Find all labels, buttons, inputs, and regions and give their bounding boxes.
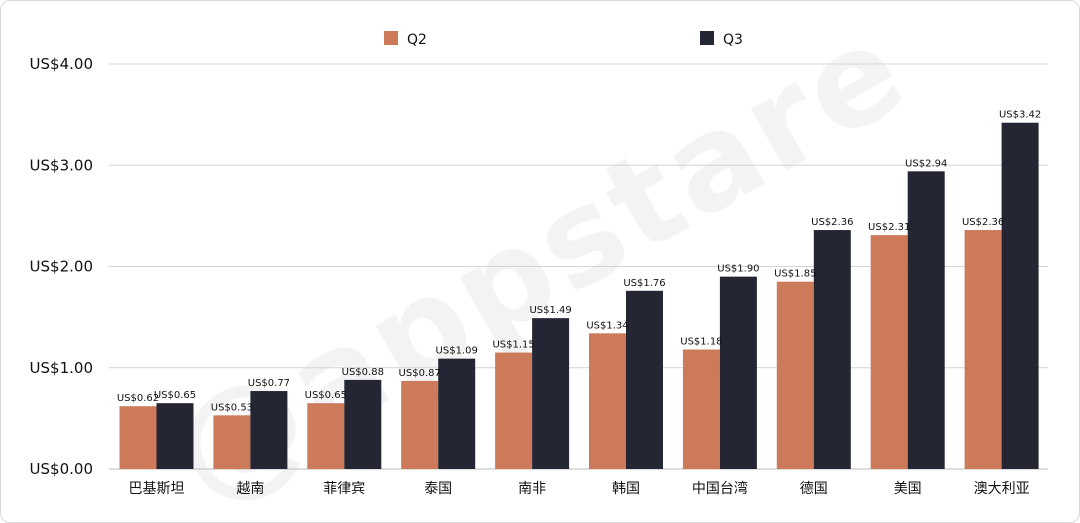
data-label: US$0.88 <box>342 367 384 378</box>
bar-q3-3 <box>438 358 476 469</box>
x-tick-label: 泰国 <box>424 481 452 497</box>
x-tick-label: 南非 <box>518 481 546 497</box>
bar-q2-5 <box>589 333 626 469</box>
data-label: US$0.53 <box>211 402 253 413</box>
data-label: US$1.49 <box>529 305 571 316</box>
y-tick-label: US$0.00 <box>30 460 93 478</box>
data-label: US$2.36 <box>811 217 853 228</box>
bar-q2-8 <box>870 235 908 469</box>
legend-swatch-q2 <box>384 31 398 45</box>
data-label: US$0.62 <box>117 393 159 404</box>
bar-q3-0 <box>156 403 194 469</box>
data-label: US$3.42 <box>999 110 1041 121</box>
data-label: US$2.31 <box>868 222 910 233</box>
x-tick-label: 越南 <box>236 481 264 497</box>
bar-q2-9 <box>964 230 1002 469</box>
bar-q2-2 <box>307 403 345 469</box>
bar-q3-1 <box>250 391 288 469</box>
bar-q3-7 <box>813 230 851 469</box>
bar-q2-6 <box>682 349 720 469</box>
bar-q2-3 <box>401 380 439 469</box>
data-label: US$0.65 <box>154 390 196 401</box>
y-tick-label: US$2.00 <box>30 258 93 276</box>
data-label: US$0.77 <box>248 378 290 389</box>
data-label: US$1.90 <box>717 264 759 275</box>
data-label: US$0.65 <box>305 390 347 401</box>
bar-q3-5 <box>626 290 663 469</box>
bar-q3-6 <box>719 276 757 469</box>
x-tick-label: 韩国 <box>612 481 640 497</box>
bar-q3-4 <box>532 318 570 469</box>
data-label: US$0.87 <box>399 368 441 379</box>
bar-q3-2 <box>344 379 382 469</box>
x-tick-label: 菲律宾 <box>323 481 365 497</box>
data-label: US$1.76 <box>623 278 665 289</box>
bar-q2-7 <box>776 281 814 469</box>
y-tick-label: US$1.00 <box>30 359 93 377</box>
x-tick-label: 巴基斯坦 <box>129 480 185 497</box>
data-label: US$2.36 <box>962 217 1004 228</box>
data-label: US$1.09 <box>436 346 478 357</box>
bar-q3-9 <box>1001 122 1039 469</box>
bar-q2-4 <box>495 352 533 469</box>
legend-label-q3: Q3 <box>723 32 743 48</box>
data-label: US$2.94 <box>905 158 947 169</box>
bar-q3-8 <box>907 171 945 469</box>
x-tick-label: 中国台湾 <box>692 480 748 497</box>
data-label: US$1.34 <box>586 320 628 331</box>
data-label: US$1.18 <box>680 337 722 348</box>
x-tick-label: 澳大利亚 <box>974 481 1030 497</box>
bar-q2-1 <box>213 415 251 469</box>
legend-swatch-q3 <box>700 31 714 45</box>
legend-label-q2: Q2 <box>407 32 427 48</box>
x-tick-label: 美国 <box>894 481 922 497</box>
data-label: US$1.15 <box>492 340 534 351</box>
x-tick-label: 德国 <box>800 481 828 497</box>
bar-q2-0 <box>119 406 157 469</box>
y-tick-label: US$3.00 <box>30 156 93 174</box>
data-label: US$1.85 <box>774 269 816 280</box>
y-tick-label: US$4.00 <box>30 55 93 73</box>
